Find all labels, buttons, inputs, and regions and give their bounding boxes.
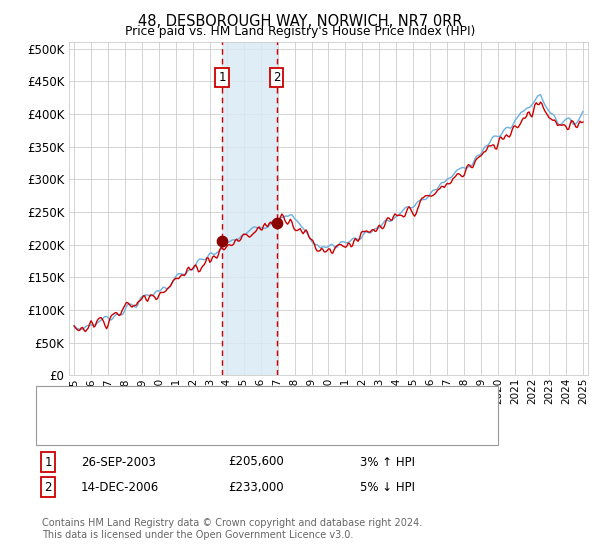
Text: 5% ↓ HPI: 5% ↓ HPI [360, 480, 415, 494]
Bar [222, 42, 277, 375]
Point [217, 236, 227, 245]
Text: 48, DESBOROUGH WAY, NORWICH, NR7 0RR: 48, DESBOROUGH WAY, NORWICH, NR7 0RR [138, 14, 462, 29]
Text: 2: 2 [44, 480, 52, 494]
Text: 14-DEC-2006: 14-DEC-2006 [81, 480, 159, 494]
Point [272, 218, 281, 227]
Text: 48, DESBOROUGH WAY, NORWICH, NR7 0RR (detached house): 48, DESBOROUGH WAY, NORWICH, NR7 0RR (de… [87, 400, 443, 410]
Text: HPI: Average price, detached house, Broadland: HPI: Average price, detached house, Broa… [87, 421, 356, 431]
Text: Price paid vs. HM Land Registry's House Price Index (HPI): Price paid vs. HM Land Registry's House … [125, 25, 475, 38]
Text: 3% ↑ HPI: 3% ↑ HPI [360, 455, 415, 469]
Text: 26-SEP-2003: 26-SEP-2003 [81, 455, 156, 469]
Text: 1: 1 [44, 455, 52, 469]
Text: 1: 1 [218, 72, 226, 85]
Text: £233,000: £233,000 [228, 480, 284, 494]
Text: £205,600: £205,600 [228, 455, 284, 469]
Text: Contains HM Land Registry data © Crown copyright and database right 2024.
This d: Contains HM Land Registry data © Crown c… [42, 519, 422, 540]
Text: 2: 2 [273, 72, 281, 85]
